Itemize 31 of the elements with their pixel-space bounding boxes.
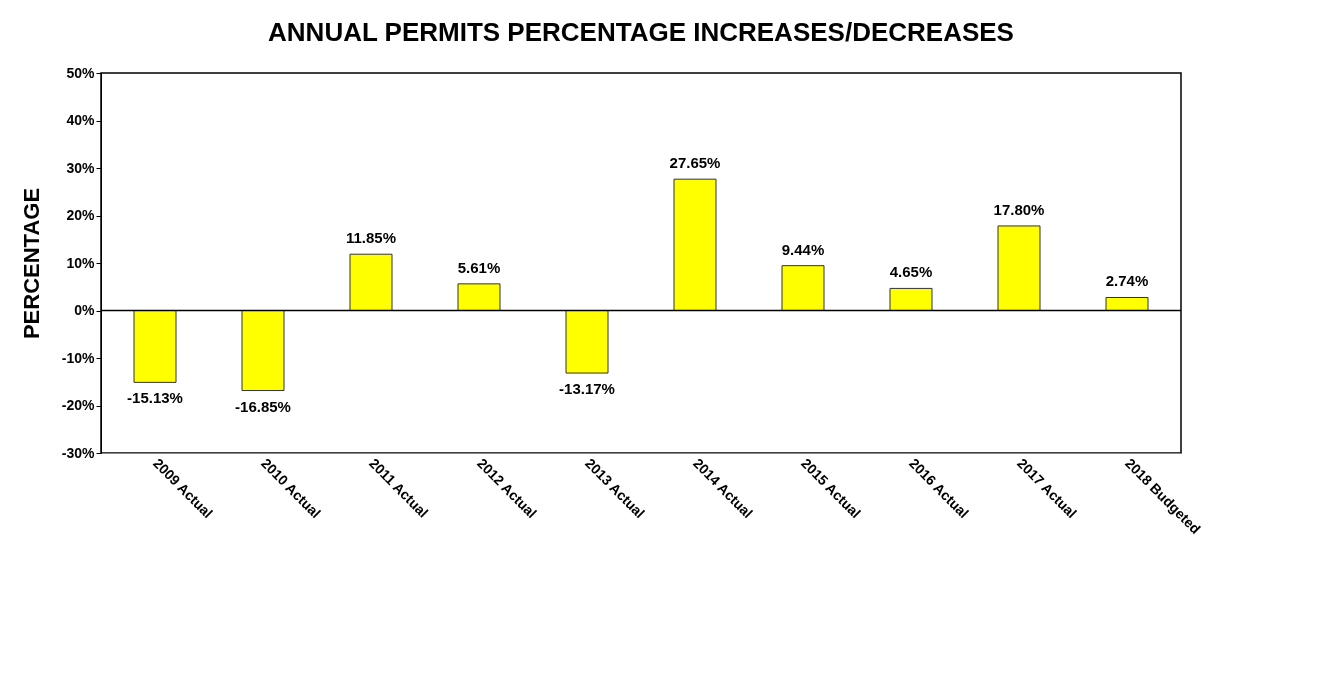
data-label: -15.13% <box>127 389 183 407</box>
bar <box>133 310 177 383</box>
bar <box>349 253 393 311</box>
y-tick-label: -20% <box>61 397 96 413</box>
data-label: 9.44% <box>781 240 825 258</box>
chart-title: ANNUAL PERMITS PERCENTAGE INCREASES/DECREASES <box>268 17 1014 47</box>
data-label: 17.80% <box>993 200 1045 218</box>
bar <box>997 225 1041 311</box>
y-tick-label: 40% <box>66 112 96 128</box>
data-label: 4.65% <box>889 263 933 281</box>
y-tick-label: 30% <box>66 159 96 176</box>
bar <box>565 310 609 374</box>
y-tick-label: -10% <box>61 349 96 366</box>
y-tick-label: 10% <box>66 254 96 271</box>
bar <box>673 178 717 311</box>
data-label: 2.74% <box>1105 272 1149 290</box>
bar <box>889 287 933 311</box>
data-label: 27.65% <box>669 154 721 172</box>
y-axis-title: PERCENTAGE <box>18 187 44 340</box>
data-label: 5.61% <box>457 258 501 276</box>
bar <box>241 310 285 392</box>
data-label: -16.85% <box>235 397 291 415</box>
bar <box>781 265 825 311</box>
y-tick-label: -30% <box>61 444 96 461</box>
y-tick-label: 0% <box>74 302 96 318</box>
y-tick-label: 50% <box>66 64 96 81</box>
bar <box>457 283 501 311</box>
y-tick-label: 20% <box>66 207 96 223</box>
bar <box>1105 296 1149 311</box>
data-label: -13.17% <box>559 380 615 398</box>
data-label: 11.85% <box>345 229 397 247</box>
